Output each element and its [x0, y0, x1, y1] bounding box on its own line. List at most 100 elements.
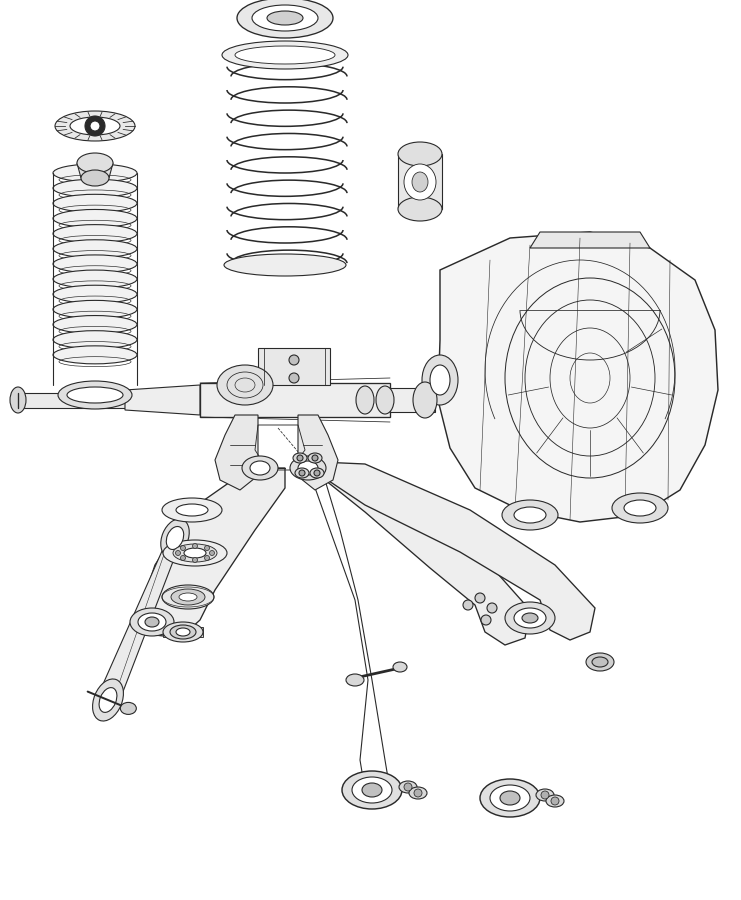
- Polygon shape: [77, 163, 113, 178]
- Ellipse shape: [130, 608, 174, 636]
- Ellipse shape: [163, 622, 203, 642]
- Ellipse shape: [93, 679, 124, 721]
- Polygon shape: [530, 232, 650, 248]
- Circle shape: [551, 797, 559, 805]
- Ellipse shape: [514, 507, 546, 523]
- Ellipse shape: [176, 504, 208, 516]
- Circle shape: [181, 545, 185, 551]
- Circle shape: [289, 373, 299, 383]
- Ellipse shape: [586, 653, 614, 671]
- Ellipse shape: [522, 613, 538, 623]
- Ellipse shape: [430, 365, 450, 395]
- Ellipse shape: [176, 628, 190, 636]
- Ellipse shape: [342, 771, 402, 809]
- Circle shape: [404, 783, 412, 791]
- Polygon shape: [140, 468, 285, 638]
- Ellipse shape: [505, 602, 555, 634]
- Ellipse shape: [624, 500, 656, 516]
- Ellipse shape: [53, 225, 137, 243]
- Ellipse shape: [179, 593, 197, 601]
- Ellipse shape: [224, 254, 346, 276]
- Ellipse shape: [53, 270, 137, 288]
- Ellipse shape: [161, 519, 189, 557]
- Circle shape: [314, 470, 320, 476]
- Ellipse shape: [362, 783, 382, 797]
- Ellipse shape: [267, 11, 303, 25]
- Circle shape: [541, 791, 549, 799]
- Ellipse shape: [70, 117, 120, 135]
- Polygon shape: [390, 388, 435, 412]
- Ellipse shape: [376, 386, 394, 414]
- Ellipse shape: [53, 330, 137, 348]
- Bar: [398, 154, 442, 209]
- Polygon shape: [98, 536, 181, 704]
- Ellipse shape: [235, 46, 335, 64]
- Ellipse shape: [356, 386, 374, 414]
- Circle shape: [181, 555, 185, 561]
- Circle shape: [297, 455, 303, 461]
- Ellipse shape: [242, 456, 278, 480]
- Ellipse shape: [53, 164, 137, 182]
- Ellipse shape: [120, 702, 136, 715]
- Ellipse shape: [546, 795, 564, 807]
- Ellipse shape: [290, 456, 326, 480]
- Polygon shape: [438, 232, 718, 522]
- Ellipse shape: [55, 111, 135, 141]
- Ellipse shape: [53, 316, 137, 334]
- Ellipse shape: [514, 608, 546, 628]
- Polygon shape: [200, 383, 390, 417]
- Ellipse shape: [404, 164, 436, 200]
- Ellipse shape: [352, 777, 392, 803]
- Ellipse shape: [170, 625, 196, 639]
- Ellipse shape: [145, 617, 159, 627]
- Circle shape: [205, 545, 210, 551]
- Circle shape: [176, 551, 181, 555]
- Circle shape: [463, 600, 473, 610]
- Ellipse shape: [237, 0, 333, 38]
- Circle shape: [90, 121, 100, 131]
- Ellipse shape: [53, 210, 137, 228]
- Ellipse shape: [398, 142, 442, 166]
- Ellipse shape: [409, 787, 427, 799]
- Ellipse shape: [138, 613, 166, 631]
- Circle shape: [205, 555, 210, 561]
- Polygon shape: [258, 348, 330, 385]
- Circle shape: [312, 455, 318, 461]
- Ellipse shape: [58, 381, 132, 409]
- Ellipse shape: [398, 197, 442, 221]
- Polygon shape: [215, 415, 258, 490]
- Ellipse shape: [612, 493, 668, 523]
- Circle shape: [193, 544, 198, 548]
- Ellipse shape: [293, 453, 307, 463]
- Circle shape: [487, 603, 497, 613]
- Ellipse shape: [53, 194, 137, 212]
- Ellipse shape: [413, 382, 437, 418]
- Ellipse shape: [500, 791, 520, 805]
- Ellipse shape: [99, 688, 117, 713]
- Ellipse shape: [298, 461, 318, 475]
- Ellipse shape: [53, 285, 137, 303]
- Polygon shape: [298, 415, 338, 490]
- Ellipse shape: [53, 346, 137, 364]
- Ellipse shape: [502, 500, 558, 530]
- Ellipse shape: [412, 172, 428, 192]
- Ellipse shape: [184, 548, 206, 558]
- Ellipse shape: [173, 544, 217, 562]
- Circle shape: [299, 470, 305, 476]
- Polygon shape: [18, 393, 125, 408]
- Ellipse shape: [53, 179, 137, 197]
- Ellipse shape: [222, 41, 348, 69]
- Ellipse shape: [310, 468, 324, 478]
- Ellipse shape: [480, 779, 540, 817]
- Ellipse shape: [166, 526, 184, 550]
- Ellipse shape: [53, 239, 137, 257]
- Ellipse shape: [53, 255, 137, 273]
- Ellipse shape: [77, 153, 113, 173]
- Ellipse shape: [346, 674, 364, 686]
- Ellipse shape: [536, 789, 554, 801]
- Ellipse shape: [422, 355, 458, 405]
- Ellipse shape: [162, 585, 214, 609]
- Ellipse shape: [217, 365, 273, 405]
- Circle shape: [475, 593, 485, 603]
- Ellipse shape: [171, 589, 205, 605]
